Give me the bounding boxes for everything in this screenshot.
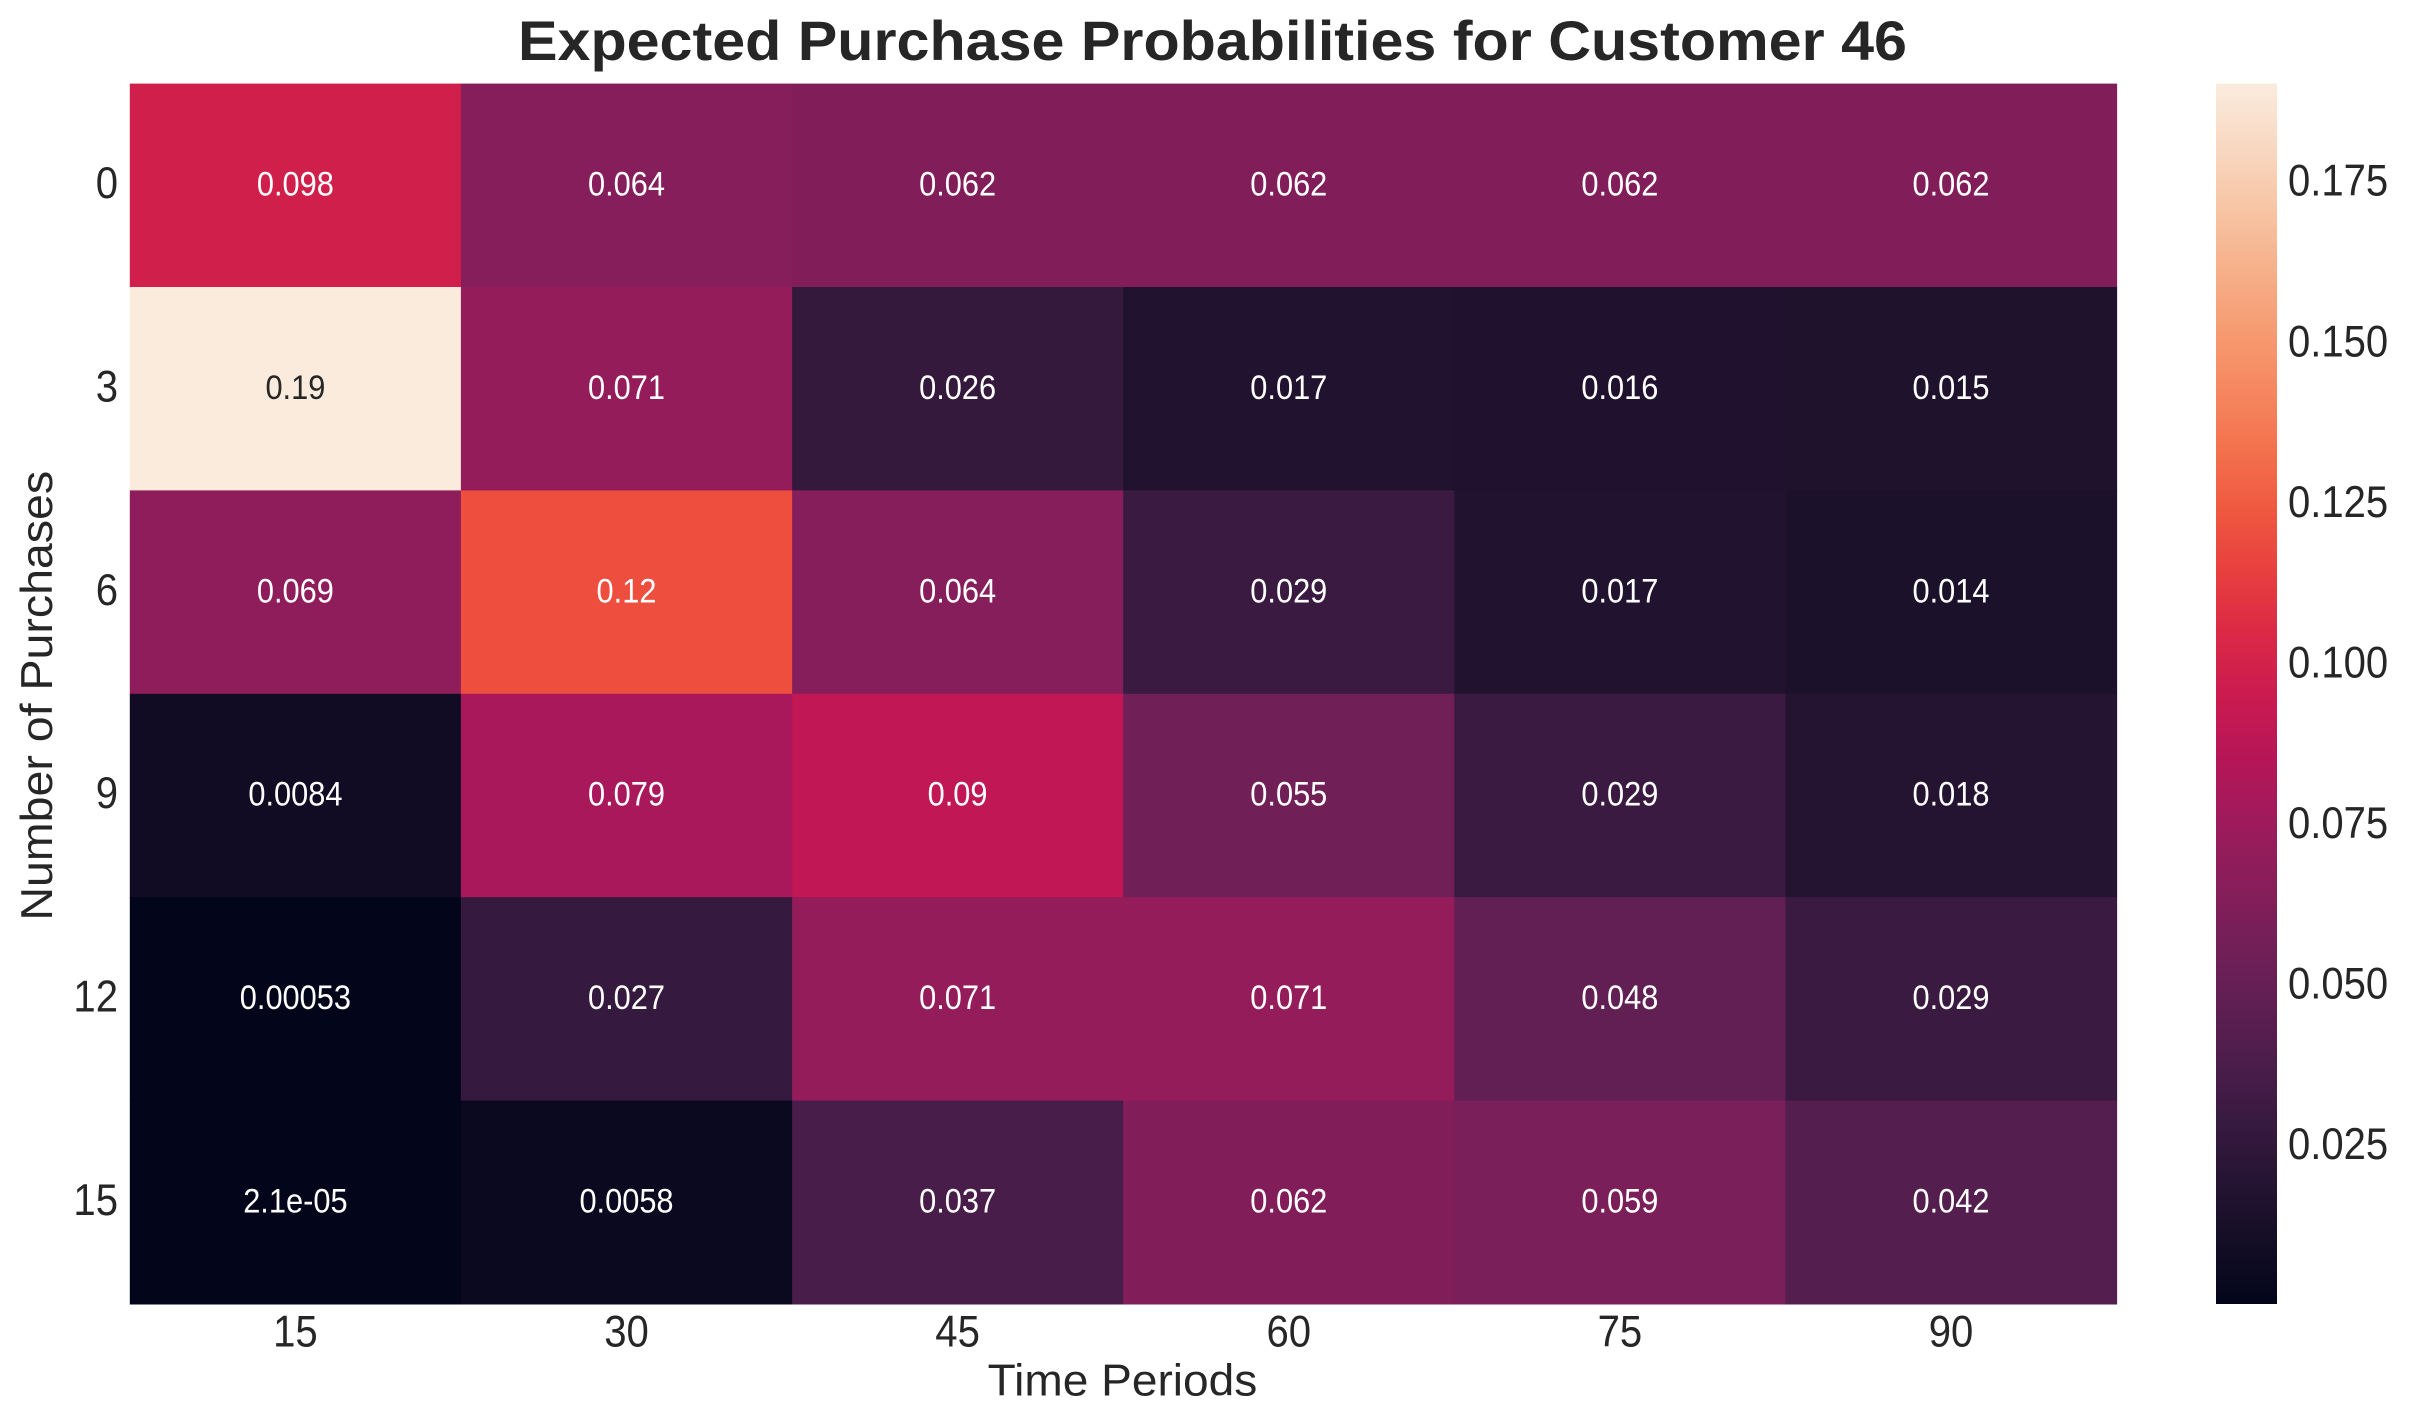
svg-text:0.042: 0.042: [1913, 1183, 1990, 1221]
svg-text:0.018: 0.018: [1913, 776, 1990, 814]
svg-text:0.071: 0.071: [919, 979, 996, 1017]
svg-text:2.1e-05: 2.1e-05: [243, 1183, 347, 1221]
svg-text:60: 60: [1267, 1307, 1312, 1356]
svg-text:0.062: 0.062: [919, 166, 996, 204]
svg-text:0.062: 0.062: [1250, 166, 1327, 204]
svg-text:0.150: 0.150: [2288, 317, 2388, 366]
svg-text:0.017: 0.017: [1250, 369, 1327, 407]
svg-text:0.016: 0.016: [1581, 369, 1658, 407]
svg-text:0.098: 0.098: [257, 166, 334, 204]
svg-text:Time Periods: Time Periods: [988, 1357, 1258, 1406]
svg-text:0.014: 0.014: [1913, 572, 1990, 610]
svg-text:0.025: 0.025: [2288, 1120, 2388, 1169]
svg-text:15: 15: [73, 1176, 118, 1225]
svg-text:90: 90: [1929, 1307, 1974, 1356]
svg-text:0.19: 0.19: [265, 369, 325, 407]
svg-text:0.064: 0.064: [588, 166, 665, 204]
svg-text:0.100: 0.100: [2288, 638, 2388, 687]
svg-text:0.062: 0.062: [1250, 1183, 1327, 1221]
svg-text:0.12: 0.12: [597, 572, 657, 610]
svg-text:Expected Purchase Probabilitie: Expected Purchase Probabilities for Cust…: [518, 10, 1907, 72]
svg-text:0.125: 0.125: [2288, 478, 2388, 527]
svg-text:30: 30: [604, 1307, 649, 1356]
svg-text:0.027: 0.027: [588, 979, 665, 1017]
svg-text:0: 0: [96, 159, 118, 208]
svg-text:0.059: 0.059: [1581, 1183, 1658, 1221]
svg-text:0.079: 0.079: [588, 776, 665, 814]
svg-text:12: 12: [73, 973, 118, 1022]
svg-text:0.029: 0.029: [1250, 572, 1327, 610]
svg-text:0.064: 0.064: [919, 572, 996, 610]
svg-text:6: 6: [96, 566, 118, 615]
svg-text:0.017: 0.017: [1581, 572, 1658, 610]
svg-text:15: 15: [273, 1307, 318, 1356]
svg-text:Number of Purchases: Number of Purchases: [13, 471, 62, 921]
svg-text:0.09: 0.09: [928, 776, 988, 814]
svg-text:0.069: 0.069: [257, 572, 334, 610]
svg-text:0.048: 0.048: [1581, 979, 1658, 1017]
svg-text:45: 45: [935, 1307, 980, 1356]
svg-text:75: 75: [1598, 1307, 1643, 1356]
svg-text:0.062: 0.062: [1581, 166, 1658, 204]
svg-text:0.015: 0.015: [1913, 369, 1990, 407]
svg-text:0.029: 0.029: [1581, 776, 1658, 814]
svg-text:0.0058: 0.0058: [579, 1183, 673, 1221]
svg-text:0.062: 0.062: [1913, 166, 1990, 204]
svg-text:0.050: 0.050: [2288, 960, 2388, 1009]
svg-text:0.026: 0.026: [919, 369, 996, 407]
svg-text:0.00053: 0.00053: [240, 979, 351, 1017]
svg-text:0.071: 0.071: [588, 369, 665, 407]
svg-text:0.055: 0.055: [1250, 776, 1327, 814]
svg-text:0.075: 0.075: [2288, 799, 2388, 848]
svg-text:3: 3: [96, 362, 118, 411]
svg-text:0.0084: 0.0084: [248, 776, 342, 814]
svg-text:0.175: 0.175: [2288, 157, 2388, 206]
svg-text:0.071: 0.071: [1250, 979, 1327, 1017]
svg-text:0.029: 0.029: [1913, 979, 1990, 1017]
svg-text:9: 9: [96, 769, 118, 818]
svg-text:0.037: 0.037: [919, 1183, 996, 1221]
